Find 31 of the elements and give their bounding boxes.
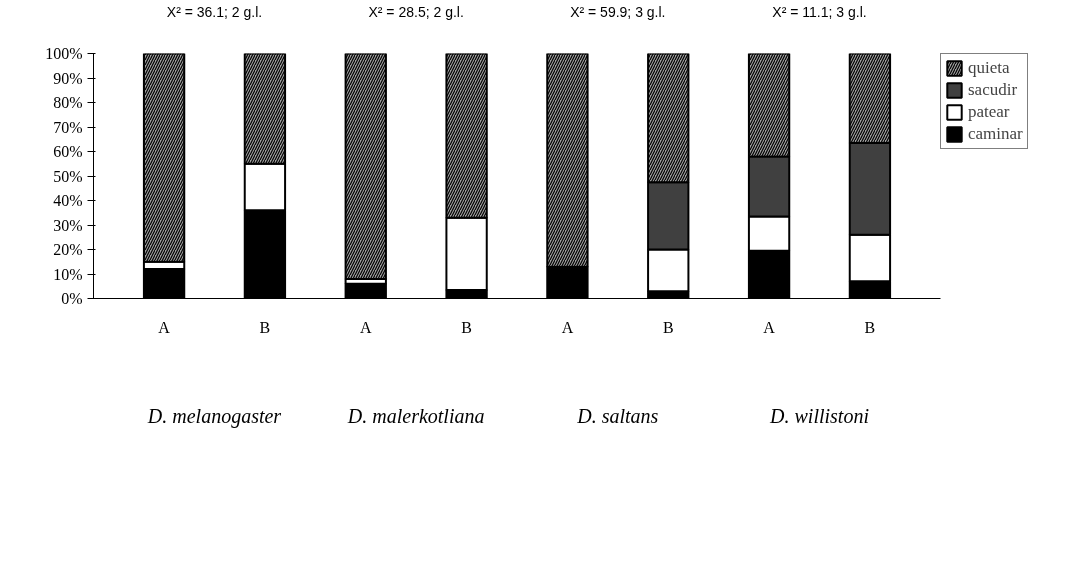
text: X² = 11.1; 3 g.l. bbox=[772, 3, 867, 20]
x-tick-label: A bbox=[158, 318, 171, 336]
text: D. melanogaster bbox=[146, 404, 282, 428]
y-tick-label: 70% bbox=[53, 118, 83, 136]
y-tick-label: 40% bbox=[53, 192, 83, 209]
y-tick-label: 30% bbox=[53, 216, 83, 234]
y-tick-label: 50% bbox=[53, 167, 83, 185]
y-tick-label: 100% bbox=[45, 45, 83, 62]
legend-label: sacudir bbox=[968, 80, 1018, 100]
y-tick-label: 0% bbox=[61, 290, 83, 307]
legend-label: quieta bbox=[968, 58, 1010, 78]
text: X² = 28.5; 2 g.l. bbox=[368, 3, 464, 20]
text: X² = 36.1; 2 g.l. bbox=[166, 3, 263, 20]
x-tick-label: A bbox=[359, 318, 372, 336]
legend-label: patear bbox=[968, 102, 1010, 122]
x-tick-label: A bbox=[561, 318, 574, 336]
x-tick-label: B bbox=[662, 318, 674, 336]
x-tick-label: B bbox=[864, 318, 876, 336]
y-tick-label: 90% bbox=[53, 69, 83, 87]
y-tick-label: 60% bbox=[53, 143, 83, 160]
x-tick-label: A bbox=[763, 318, 776, 336]
text: D. saltans bbox=[576, 404, 659, 427]
legend-label: caminar bbox=[968, 124, 1023, 144]
text: X² = 59.9; 3 g.l. bbox=[570, 3, 666, 20]
y-tick-label: 20% bbox=[53, 241, 83, 258]
x-tick-label: B bbox=[259, 318, 271, 336]
y-tick-label: 80% bbox=[53, 94, 83, 111]
x-tick-label: B bbox=[461, 318, 472, 336]
y-tick-label: 10% bbox=[53, 265, 83, 283]
text: D. willistoni bbox=[769, 404, 869, 427]
text: D. malerkotliana bbox=[346, 404, 485, 427]
